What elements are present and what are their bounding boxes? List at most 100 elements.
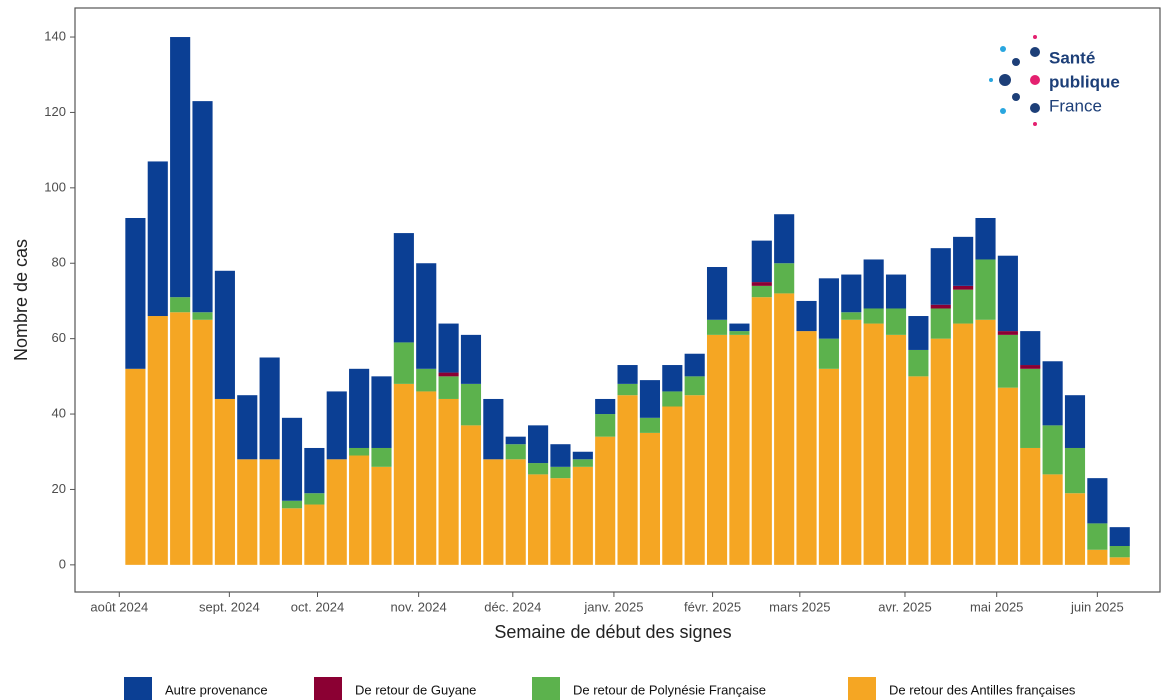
bar-segment [863,308,884,324]
bar-segment [528,474,549,565]
x-tick-label: nov. 2024 [391,599,447,614]
bar-segment [953,236,974,286]
bar-segment [416,391,437,565]
bar-segment [684,395,705,565]
y-tick-label: 20 [52,481,66,496]
bar-segment [170,37,191,298]
y-tick-label: 40 [52,405,66,420]
bar-segment [505,436,526,445]
bar-segment [818,368,839,565]
bar-segment [416,368,437,392]
bar-segment [908,349,929,377]
bar-segment [438,398,459,565]
bar-segment [595,398,616,415]
bar-segment [528,425,549,464]
bar-segment [729,334,750,565]
bar-segment [304,504,325,565]
bar-segment [684,376,705,396]
bar-segment [281,417,303,501]
bar-segment [483,398,504,460]
legend-swatch [848,677,876,700]
y-tick-label: 100 [44,179,66,194]
logo-text: publique [1049,72,1120,91]
bar-segment [460,334,482,384]
bar-segment [170,312,191,565]
bar-segment [774,263,795,294]
bar-segment [595,414,616,437]
bar-segment [997,331,1018,335]
bar-segment [281,508,303,565]
bar-segment [841,312,862,320]
x-tick-label: sept. 2024 [199,599,260,614]
bar-segment [483,459,504,565]
bar-segment [930,338,951,565]
bar-segment [885,274,907,309]
bar-segment [371,466,392,565]
bar-segment [662,365,683,392]
panel-border [74,7,1161,593]
bar-segment [818,278,839,339]
bar-segment [550,478,571,565]
bar-segment [147,161,168,317]
bar-segment [1064,493,1086,565]
bar-segment [706,334,728,565]
bar-segment [237,395,258,460]
x-tick-label: avr. 2025 [878,599,932,614]
bar-segment [349,368,370,448]
bar-segment [259,459,280,565]
x-tick-label: août 2024 [90,599,148,614]
bar-segment [595,436,616,565]
bar-segment [885,334,907,565]
bar-segment [729,323,750,332]
bar-segment [796,300,817,332]
bar-segment [438,372,459,377]
y-tick-label: 60 [52,330,66,345]
bar-segment [192,101,213,313]
bar-segment [751,240,772,283]
logo-text: France [1049,96,1102,115]
bar-segment [863,323,884,565]
bar-segment [170,297,191,313]
bar-segment [953,289,974,324]
bar-segment [1087,478,1108,524]
bar-segment [662,406,683,565]
bar-segment [125,368,146,565]
bar-segment [617,365,638,384]
bar-segment [438,376,459,399]
bar-segment [326,459,347,565]
bar-segment [930,248,951,305]
logo: Santé publique France [989,35,1120,126]
legend-text: De retour de Polynésie Française [573,682,766,697]
bar-segment [349,455,370,565]
bar-segment [438,323,459,373]
bar-segment [416,263,437,369]
bar-segment [460,425,482,565]
bar-segment [930,304,951,309]
bar-segment [214,398,235,565]
x-tick-label: oct. 2024 [291,599,345,614]
y-tick-label: 140 [44,28,66,43]
bar-segment [639,380,661,418]
legend-swatch [124,677,152,700]
bar-segment [751,285,772,298]
bar-segment [371,447,392,467]
bar-segment [975,217,996,260]
bar-segment [953,285,974,290]
x-tick-label: juin 2025 [1070,599,1124,614]
bar-segment [1042,425,1063,475]
bar-segment [975,319,996,565]
bar-segment [908,376,929,565]
x-tick-label: mai 2025 [970,599,1023,614]
bar-segment [281,500,303,509]
x-axis-title: Semaine de début des signes [494,622,731,642]
bar-segment [214,270,235,399]
bar-segment [192,312,213,320]
bar-segment [751,282,772,286]
bar-segment [1087,523,1108,550]
y-tick-label: 80 [52,255,66,270]
bar-segment [953,323,974,565]
bar-segment [1109,527,1130,547]
bar-segment [639,432,661,565]
bar-segment [393,342,414,384]
